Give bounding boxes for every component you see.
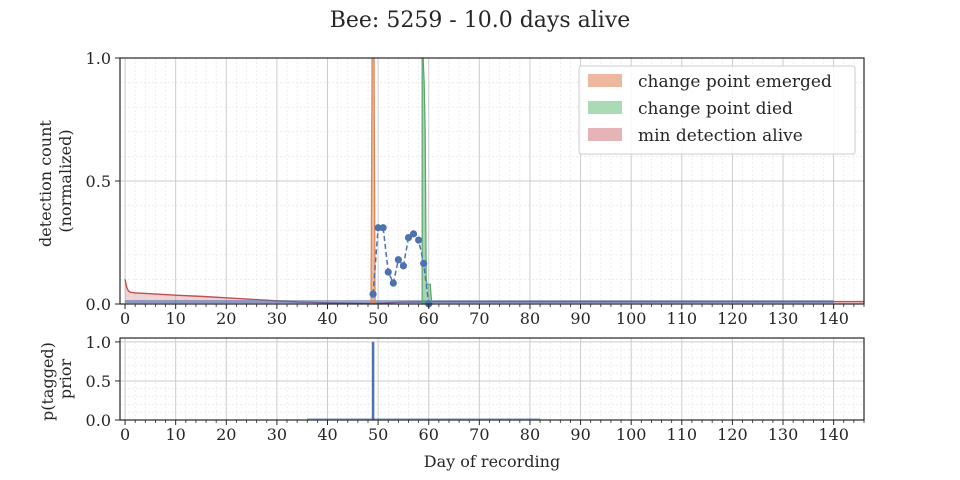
legend-box: [578, 65, 856, 155]
detection-xtick-label: 60: [419, 309, 439, 328]
detection-point: [369, 290, 377, 298]
prior-xlabel: Day of recording: [424, 452, 560, 471]
detection-point: [384, 268, 392, 276]
detection-point: [374, 224, 382, 232]
detection-xtick-label: 100: [616, 309, 647, 328]
detection-xtick-label: 110: [667, 309, 698, 328]
prior-xtick-label: 100: [616, 425, 647, 444]
legend-label-emerged: change point emerged: [638, 72, 832, 92]
baseline-band: [125, 300, 834, 304]
prior-ylabel-line-2: prior: [56, 359, 75, 400]
detection-xtick-label: 130: [768, 309, 799, 328]
detection-xtick-label: 90: [570, 309, 590, 328]
prior-xtick-label: 10: [165, 425, 185, 444]
prior-plot-area: [307, 341, 541, 420]
detection-ylabel: detection count (normalized): [36, 115, 75, 247]
prior-xtick-label: 140: [818, 425, 849, 444]
prior-xtick-label: 70: [469, 425, 489, 444]
prior-grid: [120, 338, 865, 421]
detection-xtick-label: 0: [120, 309, 130, 328]
detection-ylabel-line-1: detection count: [36, 120, 55, 247]
prior-ytick-label: 1.0: [86, 333, 111, 352]
detection-xtick-label: 80: [520, 309, 540, 328]
prior-xtick-label: 50: [368, 425, 388, 444]
detection-point: [399, 262, 408, 270]
detection-ytick-label: 0.5: [86, 172, 111, 191]
detection-line: [372, 226, 430, 305]
legend-swatch-died: [588, 101, 622, 114]
detection-point: [404, 233, 413, 242]
prior-xtick-label: 30: [267, 425, 287, 444]
prior-panel: 0 10 20 30 40 50 60 70 80 90 100 110 120 130 140 0.0 0.5…: [38, 333, 865, 471]
detection-point: [394, 256, 402, 264]
detection-point: [409, 230, 418, 238]
detection-xtick-label: 120: [717, 309, 748, 328]
prior-xtick-label: 130: [768, 425, 799, 444]
detection-point: [389, 279, 397, 287]
detection-xtick-label: 10: [165, 309, 185, 328]
detection-panel: 0 10 20 30 40 50 60 70 80 90 100 110 120 130 140 0.0 0.5…: [36, 49, 865, 328]
detection-xtick-label: 70: [469, 309, 489, 328]
prior-bar: [371, 341, 375, 420]
prior-low-values: [307, 418, 541, 420]
detection-ticks: 0 10 20 30 40 50 60 70 80 90 100 110 120 130 140 0.0 0.5…: [86, 49, 865, 328]
legend-swatch-min-detection: [588, 128, 622, 141]
prior-xtick-label: 60: [419, 425, 439, 444]
prior-xtick-label: 80: [520, 425, 540, 444]
prior-xtick-label: 40: [317, 425, 337, 444]
detection-xtick-label: 40: [317, 309, 337, 328]
detection-ytick-label: 1.0: [86, 49, 111, 68]
prior-ytick-label: 0.0: [86, 411, 111, 430]
prior-ylabel-line-1: p(tagged): [38, 342, 57, 421]
prior-xtick-label: 110: [667, 425, 698, 444]
prior-xtick-label: 120: [717, 425, 748, 444]
prior-xtick-label: 0: [120, 425, 130, 444]
legend-swatch-emerged: [588, 74, 622, 87]
legend: change point emerged change point died m…: [578, 65, 856, 155]
prior-ticks: 0 10 20 30 40 50 60 70 80 90 100 110 120 130 140 0.0 0.5…: [86, 333, 865, 444]
detection-point: [420, 259, 428, 268]
legend-label-died: change point died: [638, 99, 793, 119]
prior-xtick-label: 20: [216, 425, 236, 444]
prior-axes-frame: [119, 337, 865, 421]
detection-ytick-label: 0.0: [86, 295, 111, 314]
detection-point: [415, 236, 423, 244]
figure-title: Bee: 5259 - 10.0 days alive: [330, 8, 631, 33]
detection-ylabel-line-2: (normalized): [56, 129, 75, 232]
detection-point: [379, 224, 387, 232]
prior-xtick-label: 90: [570, 425, 590, 444]
prior-ylabel: p(tagged) prior: [38, 337, 75, 421]
prior-ytick-label: 0.5: [86, 372, 111, 391]
detection-xtick-label: 30: [267, 309, 287, 328]
detection-xtick-label: 50: [368, 309, 388, 328]
detection-plot-area: [124, 57, 865, 308]
detection-xtick-label: 140: [818, 309, 849, 328]
detection-xtick-label: 20: [216, 309, 236, 328]
legend-label-min-detection: min detection alive: [638, 126, 803, 146]
